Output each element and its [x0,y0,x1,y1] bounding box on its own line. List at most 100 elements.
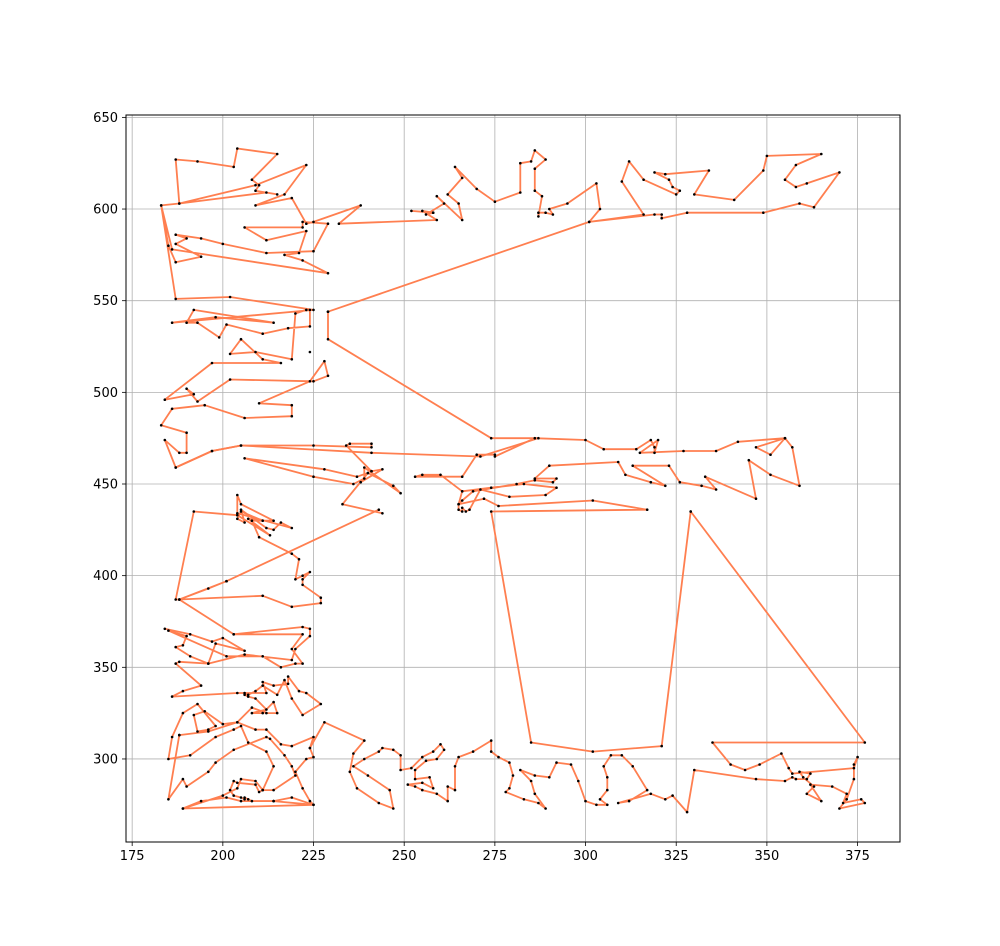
city-point [431,211,435,214]
city-point [312,755,315,759]
city-point [399,768,402,772]
city-point [754,446,758,449]
city-point [421,755,424,759]
city-point [199,684,203,687]
city-point [261,655,265,658]
city-point [460,510,464,513]
city-point [533,477,537,480]
city-point [820,799,823,803]
city-point [377,508,381,512]
city-point [352,765,355,768]
city-point [406,783,410,786]
city-point [460,176,464,180]
city-point [475,187,479,191]
city-point [664,172,667,176]
city-point [239,777,243,781]
x-tick-label: 375 [845,849,870,864]
city-point [254,689,257,693]
city-point [820,152,823,156]
city-point [294,647,297,651]
city-point [207,587,210,590]
city-point [504,790,508,794]
city-point [856,755,859,759]
city-point [294,312,297,315]
city-point [246,741,250,744]
city-point [301,226,304,229]
city-point [167,757,170,761]
city-point [290,358,294,361]
city-point [174,260,177,264]
city-point [188,633,192,636]
city-point [308,380,312,383]
city-point [664,798,667,801]
x-tick-label: 325 [664,849,689,864]
city-point [246,695,250,698]
city-point [783,436,787,440]
city-point [489,486,493,490]
city-point [863,801,867,805]
city-point [181,711,185,715]
city-point [355,787,359,790]
city-point [174,233,177,236]
city-point [196,702,199,706]
city-point [591,499,595,502]
city-point [272,321,275,325]
city-point [297,689,301,693]
city-point [794,185,798,189]
city-point [791,776,794,779]
city-point [214,724,217,728]
city-point [475,453,479,457]
city-point [254,183,257,187]
city-point [272,788,275,792]
city-point [370,446,373,449]
city-point [381,468,384,471]
city-point [392,484,395,488]
x-tick-label: 200 [210,849,235,864]
city-point [257,790,261,794]
city-point [631,765,634,768]
city-point [174,158,177,161]
x-tick-label: 175 [120,849,145,864]
city-point [236,147,239,150]
city-point [290,647,294,651]
city-point [765,154,769,158]
city-point [261,684,265,687]
city-point [261,332,265,336]
city-point [283,193,286,196]
city-point [275,152,279,156]
city-point [221,722,225,726]
city-point [326,337,330,341]
city-point [366,471,370,475]
city-point [236,781,239,785]
city-point [660,744,663,748]
city-point [645,508,649,512]
city-point [508,495,511,499]
city-point [729,763,732,766]
city-point [192,308,196,312]
city-point [344,444,348,447]
city-point [457,202,460,205]
city-point [185,451,188,455]
city-point [678,189,682,192]
city-point [236,513,239,517]
city-point [421,788,424,792]
city-point [508,761,511,764]
city-point [170,321,174,325]
city-point [243,796,246,799]
city-point [290,658,294,662]
marker-group [159,147,867,814]
city-point [254,350,257,354]
city-point [232,728,235,731]
city-point [700,484,703,488]
city-point [366,774,370,777]
city-point [642,178,645,181]
city-point [791,772,794,775]
city-point [439,473,442,477]
city-point [359,204,363,207]
city-point [181,644,185,647]
city-point [275,193,279,196]
city-point [308,308,312,312]
city-point [312,475,315,479]
city-point [167,798,170,801]
